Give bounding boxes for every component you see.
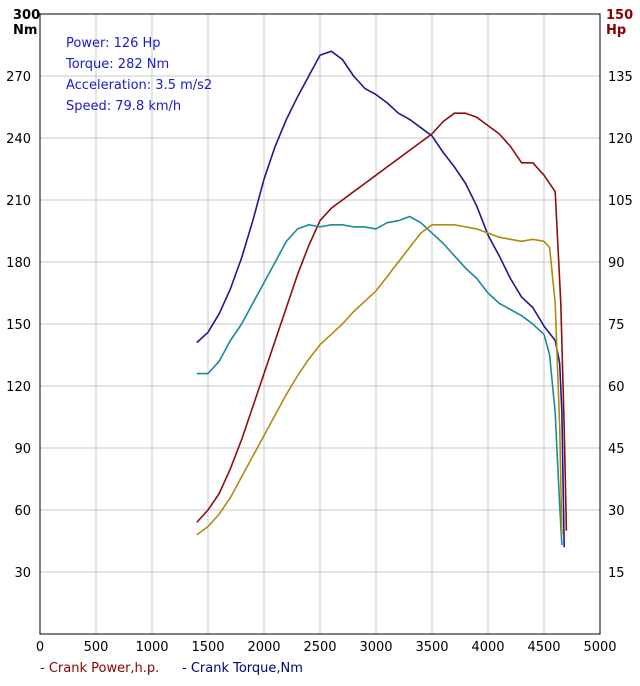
x-tick-label: 3500 <box>415 640 448 655</box>
y-left-tick-label: 180 <box>6 256 31 271</box>
x-tick-label: 4000 <box>471 640 504 655</box>
series-line-crank-torque-nm <box>196 50 565 548</box>
x-tick-label: 500 <box>84 640 109 655</box>
y-left-tick-label: 90 <box>14 442 31 457</box>
x-tick-label: 2000 <box>247 640 280 655</box>
series-line-curve-4 <box>196 224 563 536</box>
y-right-tick-label: 30 <box>608 504 625 519</box>
x-tick-label: 3000 <box>359 640 392 655</box>
y-left-tick-label: 120 <box>6 380 31 395</box>
x-tick-label: 2500 <box>303 640 336 655</box>
x-tick-label: 1000 <box>135 640 168 655</box>
right-top-label: 150 <box>606 8 633 23</box>
y-right-tick-label: 60 <box>608 380 625 395</box>
y-right-tick-label: 45 <box>608 442 625 457</box>
series-line-curve-3 <box>196 215 563 546</box>
grid <box>40 14 600 634</box>
x-tick-label: 1500 <box>191 640 224 655</box>
right-unit-label: Hp <box>606 23 626 38</box>
left-top-label: 300 <box>13 8 40 23</box>
legend-item-power: - Crank Power,h.p. <box>40 661 160 676</box>
series-line-crank-power-h-p <box>196 112 568 531</box>
y-right-tick-label: 75 <box>608 318 625 333</box>
y-left-tick-label: 240 <box>6 132 31 147</box>
info-torque: Torque: 282 Nm <box>65 57 169 72</box>
y-right-tick-label: 120 <box>608 132 633 147</box>
tick-labels: 0 500 1000 1500 2000 2500 3000 3500 4000 4500 5000… <box>6 70 633 655</box>
legend-item-torque: - Crank Torque,Nm <box>182 661 303 676</box>
x-tick-label: 4500 <box>527 640 560 655</box>
y-left-tick-label: 270 <box>6 70 31 85</box>
y-right-tick-label: 15 <box>608 566 625 581</box>
y-right-tick-label: 105 <box>608 194 633 209</box>
left-unit-label: Nm <box>13 23 37 38</box>
x-tick-label: 0 <box>36 640 44 655</box>
y-left-tick-label: 210 <box>6 194 31 209</box>
info-power: Power: 126 Hp <box>66 36 161 51</box>
series-group <box>196 50 568 548</box>
info-speed: Speed: 79.8 km/h <box>66 99 181 114</box>
y-left-tick-label: 60 <box>14 504 31 519</box>
y-right-tick-label: 135 <box>608 70 633 85</box>
y-left-tick-label: 150 <box>6 318 31 333</box>
y-right-tick-label: 90 <box>608 256 625 271</box>
info-acceleration: Acceleration: 3.5 m/s2 <box>66 78 212 93</box>
plot-frame <box>39 13 601 635</box>
y-left-tick-label: 30 <box>14 566 31 581</box>
x-tick-label: 5000 <box>583 640 616 655</box>
